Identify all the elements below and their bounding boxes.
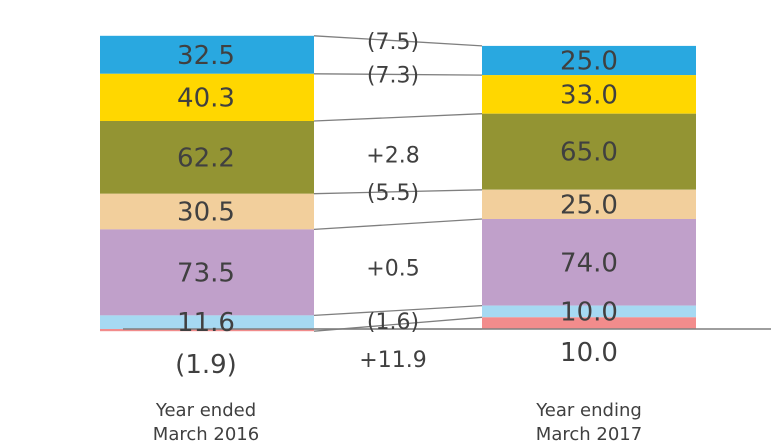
bar-segment (100, 35, 314, 74)
connector-line (313, 304, 483, 317)
bars (100, 35, 696, 332)
segment-value-label: 33.0 (560, 80, 618, 110)
change-label: +2.8 (366, 144, 419, 169)
change-label: (7.3) (367, 64, 419, 89)
segment-value-label: 11.6 (177, 308, 235, 338)
bar-segment (100, 193, 314, 230)
category-label: Year ended (155, 400, 256, 421)
change-label: (7.5) (367, 30, 419, 55)
connector-line (313, 35, 483, 47)
segment-value-label: 10.0 (560, 298, 618, 328)
bar-segment (100, 315, 314, 329)
segment-value-label: 62.2 (177, 143, 235, 173)
bar-segment (100, 329, 314, 332)
connector-line (313, 218, 483, 231)
change-label: (5.5) (367, 181, 419, 206)
bar-segment (482, 45, 696, 76)
bar-segment (482, 219, 696, 306)
change-label: (1.6) (367, 310, 419, 335)
segment-labels: 32.540.362.230.573.511.6(1.9)25.033.065.… (175, 41, 618, 380)
bar-segment (482, 189, 696, 220)
connector-line (313, 73, 483, 76)
bar-segment (100, 73, 314, 121)
segment-value-label: 25.0 (560, 190, 618, 220)
category-label: Year ending (535, 400, 642, 421)
connector-line (313, 189, 483, 195)
category-label: March 2016 (153, 424, 259, 445)
segment-value-label: (1.9) (175, 350, 237, 380)
change-label: +11.9 (359, 348, 426, 373)
bar-segment (482, 75, 696, 114)
change-label: +0.5 (366, 256, 419, 281)
connector-line (313, 113, 483, 122)
segment-value-label: 32.5 (177, 41, 235, 71)
segment-value-label: 74.0 (560, 248, 618, 278)
segment-value-label: 10.0 (560, 338, 618, 368)
segment-value-label: 65.0 (560, 138, 618, 168)
category-label: March 2017 (536, 424, 642, 445)
change-labels: (7.5) (7.3) +2.8 (5.5) +0.5 (1.6) +11.9 (359, 30, 426, 373)
bar-segment (100, 229, 314, 316)
segment-value-label: 25.0 (560, 47, 618, 77)
bar-segment (482, 317, 696, 329)
segment-value-label: 73.5 (177, 258, 235, 288)
bar-segment (482, 113, 696, 190)
bar-segment (482, 305, 696, 318)
bar-segment (100, 121, 314, 194)
segment-value-label: 30.5 (177, 198, 235, 228)
x-axis-labels: Year ended March 2016 Year ending March 201… (153, 400, 642, 445)
segment-value-label: 40.3 (177, 83, 235, 113)
